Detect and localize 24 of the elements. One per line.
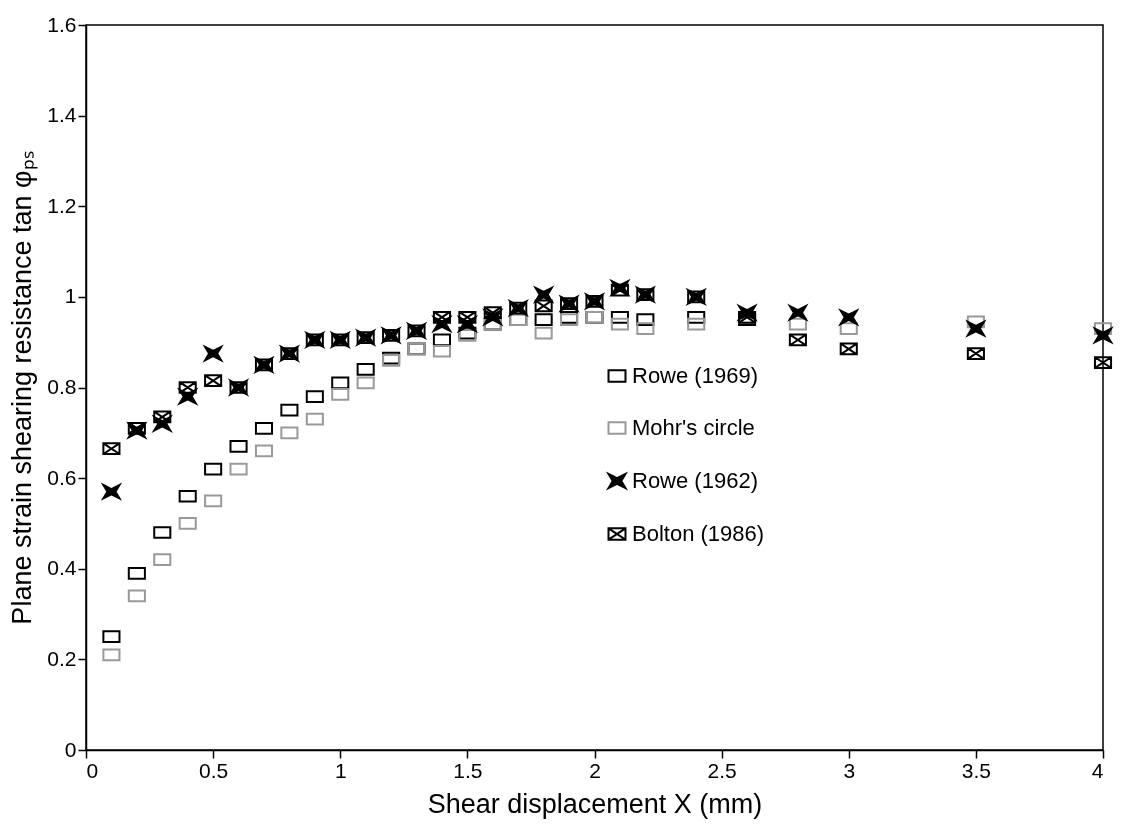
x-tick-label: 3.5 [961,758,991,782]
legend-label: Rowe (1969) [632,363,758,388]
y-tick-label: 0 [64,737,77,761]
legend-label: Rowe (1962) [632,468,758,493]
x-tick-label: 0 [86,758,99,782]
x-tick-label: 0.5 [199,758,229,782]
x-tick-label: 3 [843,758,856,782]
legend-label: Mohr's circle [632,415,755,440]
y-tick-label: 1.6 [47,12,77,36]
y-tick-label: 1.4 [47,103,77,127]
y-tick-label: 1.2 [47,193,77,217]
y-tick-label: 0.6 [47,465,77,489]
y-tick-label: 0.8 [47,375,77,398]
y-tick-label: 0.4 [47,556,77,580]
x-tick-label: 1 [334,758,347,782]
y-axis-title: Plane strain shearing resistance tan φₚₛ [7,151,39,625]
x-tick-label: 2 [589,758,601,782]
y-tick-label: 1 [64,284,77,308]
legend-label: Bolton (1986) [632,521,765,546]
x-tick-label: 2.5 [707,758,737,782]
x-axis-title: Shear displacement X (mm) [427,788,763,819]
x-tick-label: 1.5 [453,758,483,782]
y-tick-label: 0.2 [47,646,77,670]
x-tick-label: 4 [1091,758,1104,782]
